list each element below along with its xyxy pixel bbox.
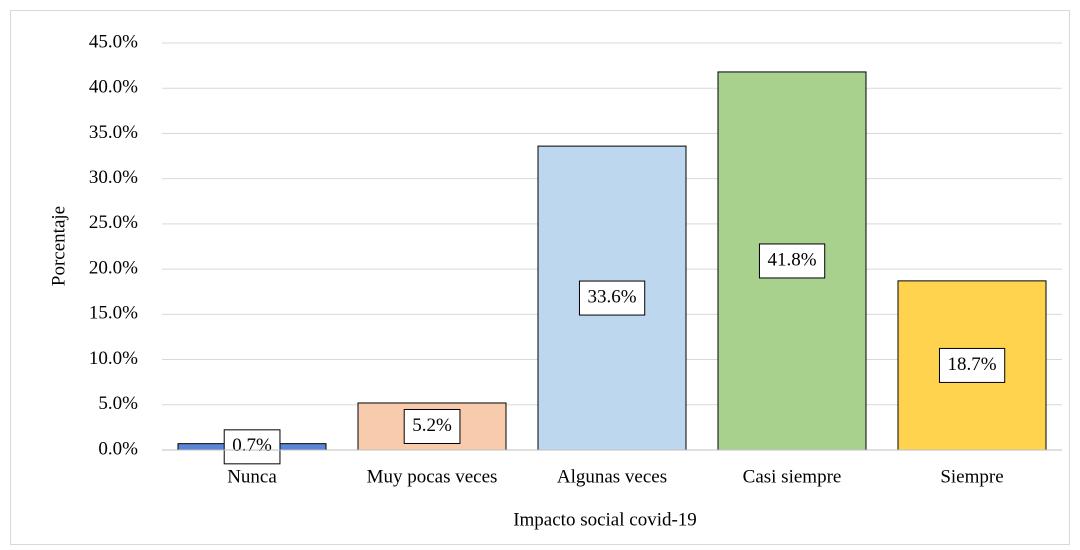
value-label: 0.7% [232, 435, 272, 456]
value-label-box [223, 429, 281, 465]
x-axis-title: Impacto social covid-19 [513, 509, 697, 530]
x-tick-label: Algunas veces [557, 466, 667, 487]
value-label-box [758, 243, 826, 279]
y-tick-label: 30.0% [89, 167, 138, 188]
x-tick-label: Casi siempre [743, 466, 842, 487]
value-label: 33.6% [587, 286, 636, 307]
value-label-box [578, 280, 646, 316]
y-tick-label: 20.0% [89, 257, 138, 278]
y-tick-label: 5.0% [98, 393, 138, 414]
x-tick-label: Siempre [940, 466, 1003, 487]
y-tick-label: 25.0% [89, 212, 138, 233]
y-tick-label: 35.0% [89, 122, 138, 143]
y-tick-label: 10.0% [89, 348, 138, 369]
y-tick-label: 0.0% [98, 438, 138, 459]
y-axis-title: Porcentaje [48, 206, 69, 286]
value-label-box [403, 408, 461, 444]
value-label: 41.8% [767, 249, 816, 270]
x-tick-label: Nunca [227, 466, 277, 487]
value-label-box [938, 347, 1006, 383]
y-tick-label: 15.0% [89, 303, 138, 324]
y-tick-label: 45.0% [89, 31, 138, 52]
y-tick-label: 40.0% [89, 77, 138, 98]
value-label: 18.7% [947, 354, 996, 375]
value-label: 5.2% [412, 415, 452, 436]
x-tick-label: Muy pocas veces [367, 466, 498, 487]
